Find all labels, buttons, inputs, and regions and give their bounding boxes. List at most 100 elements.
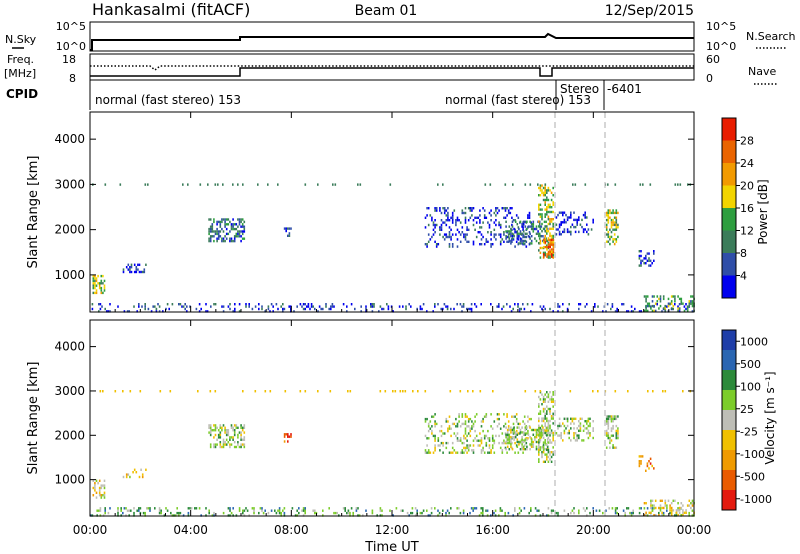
heatmap-cell [329,390,332,393]
heatmap-cell [365,305,367,308]
heatmap-cell [543,241,545,244]
heatmap-cell [225,223,228,226]
heatmap-cell [538,446,540,449]
heatmap-cell [243,438,246,441]
heatmap-cell [487,429,489,433]
heatmap-cell [440,223,443,227]
heatmap-cell [237,218,239,221]
heatmap-cell [538,443,540,447]
heatmap-cell [216,232,218,236]
heatmap-cell [450,235,452,239]
heatmap-cell [214,424,217,427]
heatmap-cell [547,222,550,226]
heatmap-cell [350,507,353,510]
heatmap-cell [456,451,459,454]
heatmap-cell [514,220,517,223]
heatmap-cell [225,438,228,441]
heatmap-cell [373,305,375,308]
heatmap-cell [589,422,591,425]
heatmap-cell [267,183,269,186]
heatmap-cell [450,434,452,438]
heatmap-cell [670,502,673,505]
heatmap-cell [677,307,679,310]
heatmap-cell [103,496,106,499]
x-axis-label: Time UT [364,540,418,554]
heatmap-cell [651,504,654,507]
heatmap-cell [653,309,655,313]
heatmap-cell [446,307,449,311]
heatmap-cell [498,223,500,227]
heatmap-cell [275,303,278,306]
heatmap-cell [523,235,526,239]
heatmap-cell [581,225,583,229]
heatmap-cell [610,417,613,421]
heatmap-cell [550,441,553,444]
heatmap-cell [97,482,99,485]
heatmap-cell [451,422,454,426]
heatmap-cell [443,221,446,224]
heatmap-cell [519,242,522,245]
heatmap-cell [552,417,554,420]
heatmap-cell [691,509,694,512]
heatmap-cell [541,246,543,250]
heatmap-cell [100,496,103,499]
heatmap-cell [479,226,481,229]
heatmap-cell [572,183,574,186]
heatmap-cell [208,426,210,429]
heatmap-cell [426,214,428,217]
heatmap-cell [539,213,542,216]
cpid-label: CPID [6,87,38,101]
heatmap-cell [573,432,575,435]
heatmap-cell [576,427,578,430]
heatmap-cell [322,307,324,311]
heatmap-cell [544,407,546,411]
heatmap-cell [160,511,162,515]
heatmap-cell [547,448,550,451]
heatmap-cell [654,514,657,517]
heatmap-cell [558,225,561,229]
nave-tick-bottom: 0 [706,72,713,85]
heatmap-cell [640,460,642,463]
heatmap-cell [455,233,457,236]
heatmap-cell [542,191,545,194]
heatmap-cell [597,305,599,308]
heatmap-cell [208,230,210,233]
heatmap-cell [629,511,631,515]
heatmap-cell [605,211,608,215]
heatmap-cell [431,216,433,219]
heatmap-cell [510,443,512,446]
heatmap-cell [542,441,545,444]
heatmap-cell [501,441,504,445]
heatmap-cell [267,511,270,515]
heatmap-cell [225,218,228,221]
heatmap-cell [474,420,476,423]
heatmap-cell [602,511,604,515]
heatmap-cell [544,198,546,202]
heatmap-cell [123,310,126,313]
heatmap-cell [563,424,566,428]
heatmap-cell [544,415,546,418]
heatmap-cell [615,221,618,224]
heatmap-cell [243,225,246,228]
heatmap-cell [224,239,226,243]
heatmap-cell [549,206,551,209]
heatmap-cell [510,239,512,243]
heatmap-cell [602,310,604,313]
heatmap-cell [562,439,564,442]
heatmap-cell [261,509,263,512]
heatmap-cell [243,436,246,439]
heatmap-cell [504,511,506,515]
heatmap-cell [495,223,497,227]
heatmap-cell [557,434,559,437]
heatmap-cell [640,262,642,265]
heatmap-cell [408,303,410,306]
heatmap-cell [617,235,619,239]
heatmap-cell [447,216,449,219]
heatmap-cell [214,445,217,449]
heatmap-cell [462,511,465,515]
heatmap-cell [525,245,528,248]
heatmap-cell [518,235,520,238]
heatmap-cell [446,509,449,512]
heatmap-cell [542,251,545,254]
